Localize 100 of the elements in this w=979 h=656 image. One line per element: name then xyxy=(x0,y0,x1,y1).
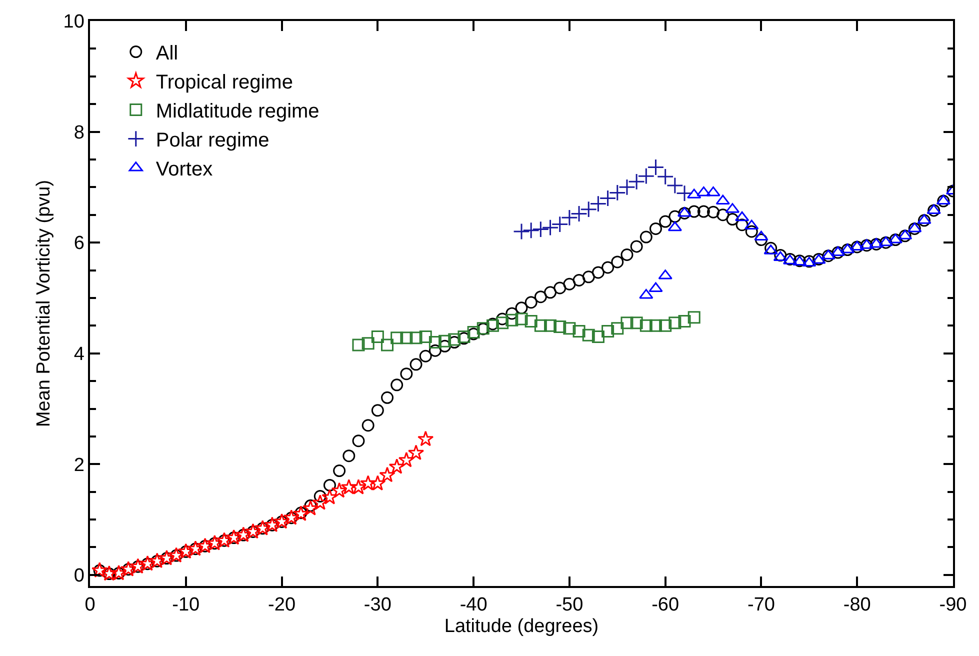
point xyxy=(428,336,442,349)
x-tick-label: -90 xyxy=(939,594,967,616)
y-tick-label: 0 xyxy=(74,566,84,587)
point xyxy=(388,458,405,474)
point xyxy=(360,475,376,490)
point xyxy=(582,328,595,342)
point xyxy=(352,338,365,352)
point xyxy=(869,238,884,248)
point xyxy=(496,316,509,330)
point xyxy=(563,322,576,335)
point xyxy=(602,324,614,338)
y-tick-label: 8 xyxy=(74,122,84,144)
point xyxy=(639,288,654,299)
point xyxy=(532,220,550,238)
point xyxy=(542,219,559,236)
point xyxy=(408,444,424,460)
point xyxy=(696,186,711,196)
point xyxy=(362,337,374,350)
point xyxy=(534,319,547,332)
point xyxy=(302,500,319,516)
point xyxy=(410,332,422,344)
point xyxy=(668,316,682,330)
y-axis-title: Mean Potential Vorticity (pvu) xyxy=(34,180,55,428)
x-tick-label: -50 xyxy=(556,594,584,616)
point xyxy=(371,330,384,343)
point xyxy=(379,466,396,482)
point xyxy=(544,319,557,332)
x-tick-label: -40 xyxy=(460,594,488,616)
point xyxy=(206,534,223,550)
legend-label: Polar regime xyxy=(156,130,270,152)
legend-label: Midlatitude regime xyxy=(156,100,320,123)
point xyxy=(648,282,663,292)
point xyxy=(592,330,604,343)
point xyxy=(381,338,394,352)
point xyxy=(706,186,720,196)
y-tick-label: 10 xyxy=(63,12,84,33)
point xyxy=(139,555,156,571)
point xyxy=(649,319,662,332)
point xyxy=(878,236,893,246)
point xyxy=(350,478,367,494)
x-axis-title: Latitude (degrees) xyxy=(444,616,599,637)
point xyxy=(608,184,626,202)
point xyxy=(570,205,588,222)
point xyxy=(618,178,636,196)
y-tick-label: 2 xyxy=(74,454,84,476)
point xyxy=(370,475,386,490)
point xyxy=(506,314,518,326)
point xyxy=(312,494,328,510)
point xyxy=(158,550,175,566)
point xyxy=(638,168,655,185)
point xyxy=(936,194,951,205)
point xyxy=(438,334,452,348)
point xyxy=(101,565,118,581)
point xyxy=(628,173,646,190)
point xyxy=(419,330,432,343)
point xyxy=(551,216,568,233)
point xyxy=(590,195,607,212)
point xyxy=(283,509,300,525)
point xyxy=(331,482,348,498)
y-tick-label: 6 xyxy=(74,233,84,254)
point xyxy=(630,316,643,330)
point xyxy=(572,324,586,338)
point xyxy=(513,223,530,240)
point xyxy=(110,564,127,580)
legend-label: All xyxy=(156,42,178,65)
point xyxy=(515,312,528,326)
point xyxy=(322,488,338,504)
point xyxy=(400,332,413,344)
point xyxy=(120,560,136,576)
point xyxy=(254,520,271,536)
point xyxy=(659,319,672,332)
x-tick-label: -10 xyxy=(172,594,200,616)
point xyxy=(640,319,652,332)
x-tick-label: -20 xyxy=(268,594,296,616)
point xyxy=(554,320,566,334)
point xyxy=(716,194,730,205)
point xyxy=(398,452,414,468)
x-tick-label: -80 xyxy=(843,594,871,616)
point xyxy=(611,322,624,335)
point xyxy=(678,314,691,328)
point xyxy=(830,246,846,256)
point xyxy=(734,211,750,222)
point xyxy=(560,209,578,226)
legend-label: Tropical regime xyxy=(156,72,293,94)
point xyxy=(677,206,692,217)
point xyxy=(390,332,404,344)
point xyxy=(418,430,434,446)
x-tick-label: -70 xyxy=(747,594,775,616)
legend-label: Vortex xyxy=(156,158,213,181)
y-tick-label: 4 xyxy=(74,344,85,365)
point xyxy=(522,222,540,239)
point xyxy=(580,200,598,218)
point xyxy=(908,222,922,232)
point xyxy=(187,540,204,556)
point xyxy=(448,333,461,346)
point xyxy=(668,221,682,232)
x-tick-label: -30 xyxy=(364,594,392,616)
point xyxy=(620,316,634,330)
point xyxy=(340,478,357,494)
point xyxy=(226,529,242,545)
